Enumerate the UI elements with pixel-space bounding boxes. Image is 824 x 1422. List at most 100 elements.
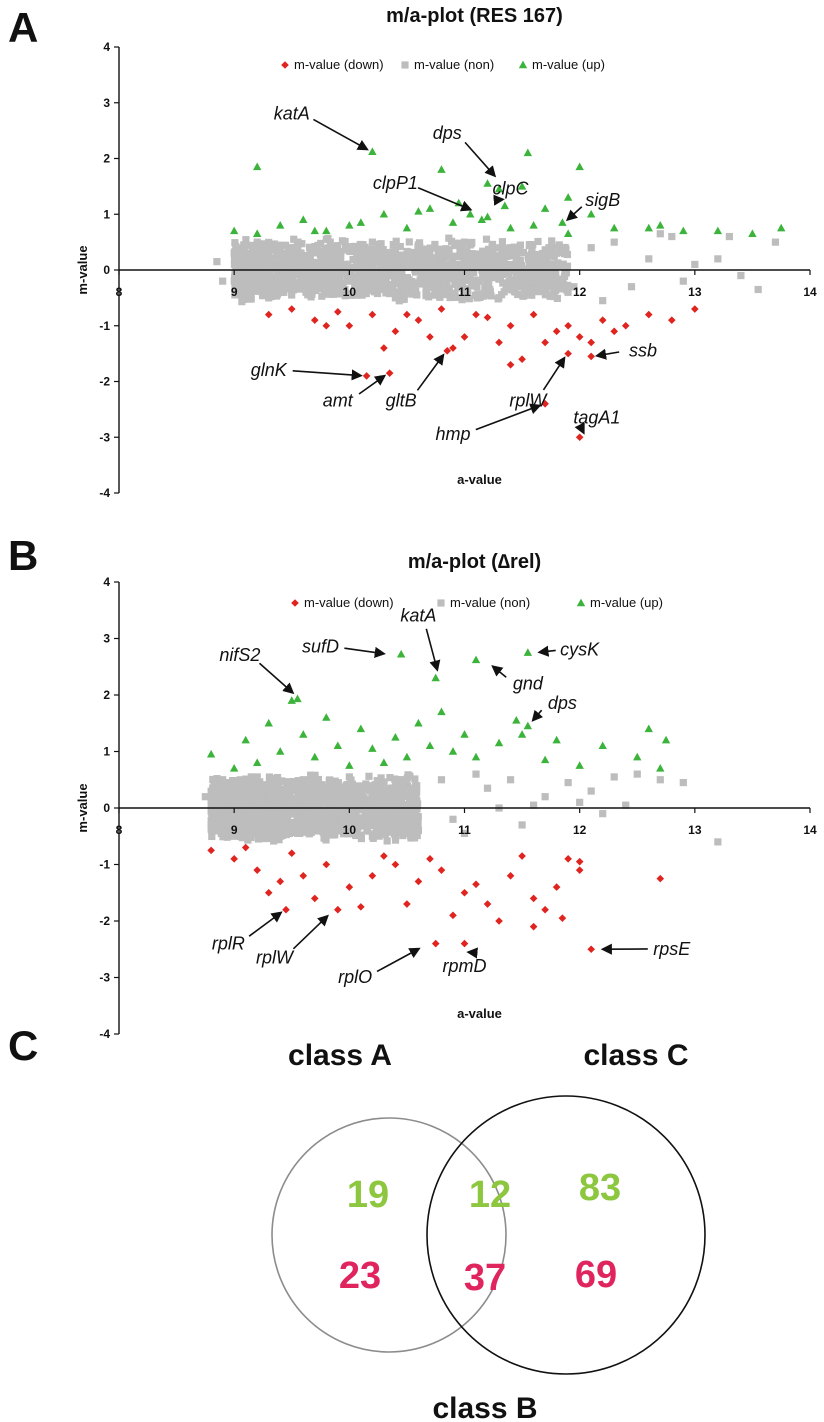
non-point: [467, 256, 475, 265]
y-tick-label: 3: [103, 632, 110, 646]
non-point: [411, 797, 419, 805]
point-down: [483, 313, 492, 322]
point-non: [449, 815, 457, 823]
non-point: [526, 261, 534, 269]
non-point: [524, 276, 532, 284]
point-down: [587, 352, 595, 361]
non-point: [227, 820, 235, 828]
point-up: [299, 215, 308, 224]
point-up: [517, 181, 527, 190]
y-tick-label: -1: [99, 319, 110, 333]
non-point: [410, 821, 419, 829]
non-point: [365, 772, 373, 780]
point-non: [599, 810, 607, 818]
non-point: [215, 790, 223, 798]
venn-count-c-down: 69: [575, 1254, 617, 1296]
non-point: [283, 792, 291, 801]
point-up: [540, 755, 550, 764]
non-point: [335, 286, 343, 294]
non-point: [324, 793, 332, 802]
point-up: [448, 218, 458, 226]
non-point: [559, 248, 567, 256]
non-point: [307, 278, 315, 287]
point-down: [230, 855, 238, 863]
non-point: [301, 810, 309, 819]
non-point: [268, 257, 276, 266]
point-down: [460, 888, 469, 897]
non-point: [244, 252, 252, 260]
non-point: [318, 292, 326, 300]
non-point: [250, 798, 258, 806]
point-up: [368, 744, 377, 752]
non-point: [485, 255, 493, 263]
non-point: [515, 244, 523, 252]
point-up: [379, 209, 389, 218]
non-point: [257, 793, 265, 801]
point-non: [553, 249, 561, 257]
non-point: [305, 787, 314, 795]
non-point: [273, 256, 281, 264]
non-point: [324, 285, 332, 293]
non-point: [502, 252, 511, 260]
non-point: [357, 286, 365, 294]
point-up: [586, 209, 596, 218]
point-down: [483, 900, 492, 908]
non-point: [374, 255, 382, 263]
gene-label: ssb: [629, 340, 657, 360]
non-point: [484, 261, 492, 270]
non-point: [403, 255, 411, 263]
point-non: [691, 260, 699, 269]
point-up: [466, 209, 475, 218]
point-down: [437, 866, 446, 874]
y-tick-label: 4: [103, 40, 110, 54]
non-point: [418, 269, 426, 277]
point-non: [633, 770, 641, 778]
point-down: [276, 877, 285, 886]
point-down: [310, 894, 319, 903]
non-point: [374, 247, 382, 255]
non-point: [276, 248, 284, 256]
non-point: [413, 782, 421, 790]
point-down: [656, 874, 665, 883]
non-point: [405, 238, 413, 246]
non-point: [268, 812, 276, 820]
non-point: [357, 834, 365, 843]
legend-marker: [281, 61, 289, 69]
non-point: [266, 826, 274, 835]
non-point: [499, 279, 507, 287]
point-down: [437, 305, 446, 313]
non-point: [387, 253, 395, 261]
non-point: [208, 802, 216, 810]
non-point: [543, 256, 551, 264]
point-non: [576, 798, 584, 806]
non-point: [380, 778, 388, 786]
non-point: [393, 280, 402, 288]
non-point: [377, 265, 385, 273]
non-point: [342, 246, 350, 254]
non-point: [557, 280, 566, 288]
point-up: [598, 741, 607, 750]
non-point: [305, 830, 313, 838]
non-point: [546, 292, 554, 300]
non-point: [452, 268, 460, 276]
point-up: [644, 223, 653, 232]
non-point: [240, 255, 249, 263]
y-tick-label: -3: [99, 971, 110, 985]
non-point: [445, 268, 453, 276]
gene-label: katA: [400, 606, 436, 626]
x-tick-label: 13: [688, 285, 702, 299]
non-point: [394, 785, 403, 794]
non-point: [236, 776, 244, 784]
y-tick-label: -2: [99, 914, 110, 928]
point-down: [426, 855, 434, 863]
point-non: [253, 773, 261, 781]
non-point: [341, 803, 349, 811]
point-down: [506, 321, 515, 330]
non-point: [556, 262, 564, 270]
non-point: [311, 797, 319, 805]
point-non: [570, 283, 578, 291]
non-point: [506, 267, 514, 275]
non-point: [271, 787, 279, 795]
point-non: [460, 829, 469, 838]
point-up: [540, 204, 550, 212]
